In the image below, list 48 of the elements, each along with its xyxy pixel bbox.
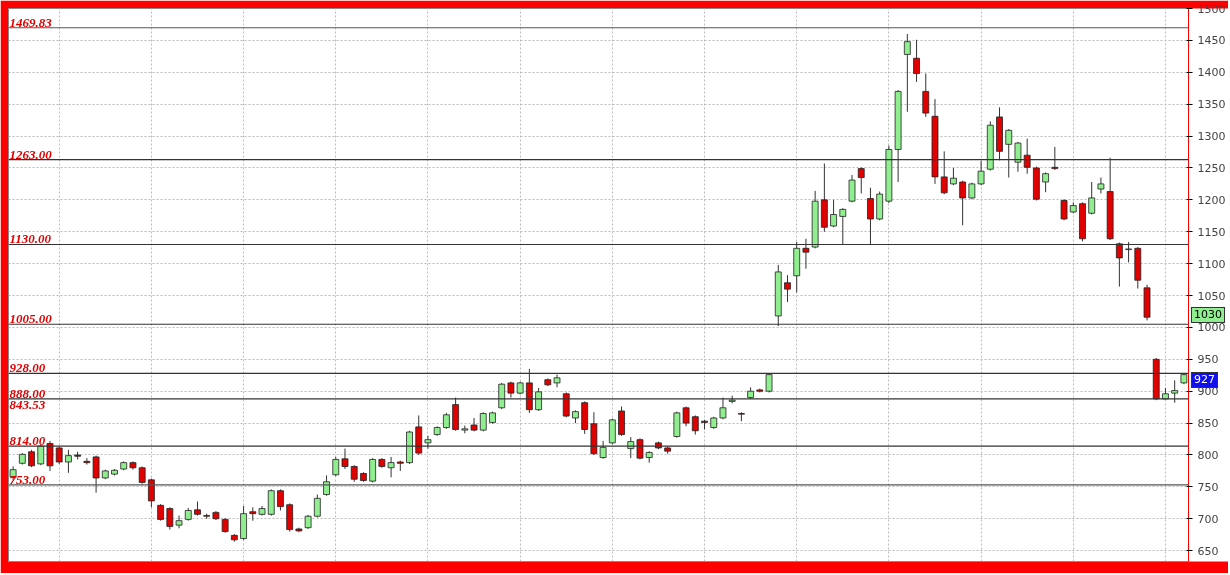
y-tick-label: 1250	[1197, 161, 1226, 175]
candlestick	[470, 417, 478, 432]
candlestick	[784, 274, 791, 303]
candlestick	[959, 180, 967, 226]
y-tick-label: 1400	[1197, 66, 1226, 80]
y-tick-label: 1050	[1197, 289, 1226, 303]
y-tick-label: 1200	[1197, 193, 1226, 207]
y-tick-label: 1100	[1197, 257, 1226, 271]
ref-line-label: 1005.00	[9, 311, 53, 327]
y-tick-label: 1350	[1197, 98, 1226, 112]
candlestick	[1088, 181, 1096, 216]
y-tick-label: 1150	[1197, 225, 1226, 239]
candlestick	[341, 448, 349, 470]
y-tick-label: 850	[1197, 417, 1219, 431]
ref-line-label: 928.00	[9, 360, 46, 376]
y-tick-label: 1450	[1197, 34, 1226, 48]
candlestick	[903, 33, 911, 113]
ref-line-label: 1263.00	[9, 146, 53, 162]
y-tick-label: 700	[1197, 512, 1219, 526]
candlestick	[618, 406, 625, 437]
candlestick	[332, 456, 340, 477]
candlestick	[1097, 177, 1105, 194]
y-tick-label: 1300	[1197, 130, 1226, 144]
candlestick	[691, 414, 699, 436]
candlestick	[277, 488, 284, 511]
candlestick	[848, 174, 856, 203]
candlestick	[175, 515, 183, 529]
candlestick	[857, 166, 865, 194]
y-tick-label: 800	[1197, 448, 1219, 462]
candlestick	[922, 73, 930, 118]
ref-line-label: 814.00	[9, 433, 46, 449]
ref-line-label: 888.00	[9, 385, 46, 401]
text: 1030	[1194, 307, 1222, 322]
ref-line-label: 1469.83	[9, 14, 53, 30]
candlestick	[369, 457, 377, 483]
text: 927	[1194, 372, 1215, 387]
y-tick-label: 750	[1197, 480, 1219, 494]
y-tick-label: 650	[1197, 544, 1219, 558]
candlestick	[267, 488, 275, 517]
ref-line-label: 1130.00	[9, 231, 52, 247]
candlestick	[913, 39, 920, 83]
ref-line-label: 753.00	[9, 471, 46, 487]
y-tick-label: 950	[1197, 353, 1219, 367]
candlestick	[65, 449, 72, 474]
candlestick	[830, 199, 837, 228]
y-tick-label: 1000	[1197, 321, 1226, 335]
candlestick	[1042, 171, 1050, 193]
candlestick	[166, 506, 174, 531]
